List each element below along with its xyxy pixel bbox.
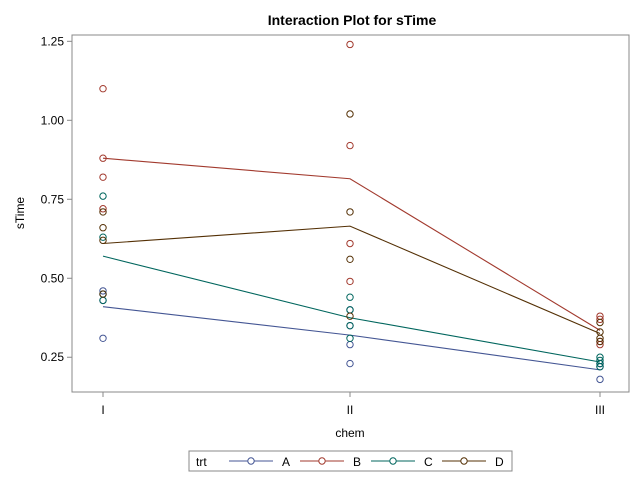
data-point <box>346 40 354 49</box>
data-point <box>596 353 604 361</box>
y-tick-label: 0.50 <box>41 271 65 285</box>
data-point <box>99 290 107 298</box>
data-point <box>596 318 604 327</box>
legend-marker <box>318 457 326 465</box>
y-tick-label: 1.25 <box>41 34 65 48</box>
data-point <box>99 296 107 305</box>
y-tick-label: 0.25 <box>41 350 65 364</box>
series-B <box>99 40 604 349</box>
data-point <box>346 293 354 301</box>
data-point <box>99 224 107 232</box>
data-point <box>99 233 107 241</box>
data-point <box>346 208 354 216</box>
data-point <box>346 340 354 349</box>
chart-title: Interaction Plot for sTime <box>268 12 437 28</box>
x-axis: I II III <box>101 392 605 417</box>
y-axis: 0.25 0.50 0.75 1.00 1.25 <box>41 34 72 364</box>
data-point <box>596 315 604 324</box>
legend-item-D: D <box>442 455 504 469</box>
mean-line <box>102 255 601 363</box>
x-tick-label: III <box>595 403 605 417</box>
data-point <box>99 205 107 213</box>
data-point <box>346 141 354 150</box>
data-point <box>99 85 107 93</box>
legend: trt A B C D <box>188 450 513 472</box>
data-point <box>99 236 107 245</box>
data-point <box>596 363 604 371</box>
data-point <box>99 192 107 200</box>
legend-item-A: A <box>229 455 290 469</box>
legend-title: trt <box>196 455 207 469</box>
data-point <box>99 334 107 342</box>
series-C <box>99 192 604 371</box>
legend-marker <box>247 457 255 465</box>
mean-line <box>102 157 601 331</box>
data-point <box>346 239 354 248</box>
x-axis-label: chem <box>335 426 364 440</box>
legend-item-C: C <box>371 455 433 469</box>
mean-line <box>102 225 601 335</box>
data-point <box>346 277 354 286</box>
data-point <box>99 208 107 216</box>
legend-label: C <box>424 455 433 469</box>
data-point <box>596 328 604 336</box>
legend-frame <box>188 450 513 472</box>
data-point <box>346 334 354 342</box>
data-point <box>346 321 354 330</box>
series-D <box>99 110 604 346</box>
x-tick-label: I <box>101 403 104 417</box>
series-layer <box>99 40 604 384</box>
data-point <box>346 255 354 264</box>
data-point <box>99 173 107 181</box>
x-tick-label: II <box>347 403 354 417</box>
legend-marker <box>389 457 397 465</box>
legend-item-B: B <box>300 455 361 469</box>
data-point <box>596 375 604 384</box>
y-tick-label: 0.75 <box>41 192 65 206</box>
y-tick-label: 1.00 <box>41 113 65 127</box>
legend-label: A <box>282 455 290 469</box>
legend-marker <box>460 457 468 465</box>
data-point <box>346 312 354 320</box>
y-axis-label: sTime <box>13 197 27 230</box>
data-point <box>346 359 354 368</box>
data-point <box>596 337 604 346</box>
data-point <box>99 287 107 295</box>
legend-label: D <box>495 455 504 469</box>
data-point <box>346 110 354 118</box>
data-point <box>346 306 354 314</box>
plot-area <box>71 34 630 393</box>
legend-label: B <box>353 455 361 469</box>
